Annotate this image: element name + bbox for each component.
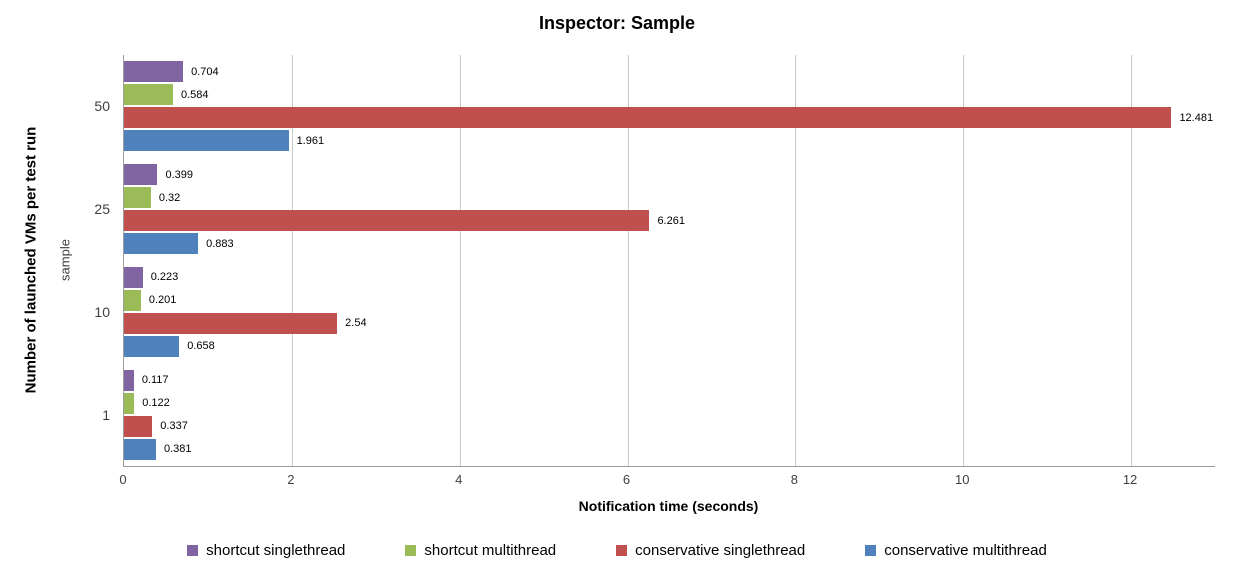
gridline-2 [291, 55, 293, 466]
x-axis-title: Notification time (seconds) [578, 498, 759, 514]
bar-value-label: 0.117 [141, 374, 169, 387]
gridline-6 [627, 55, 629, 466]
bar-group-1: 0.117 0.122 0.337 0.381 [124, 363, 1215, 466]
x-axis-ticks: 0 2 4 6 8 10 12 [119, 472, 1214, 490]
bar-row: 0.883 [124, 233, 1215, 255]
category-label-50: 50 [94, 98, 110, 115]
category-label-10: 10 [94, 303, 110, 320]
bar-shortcut-multithread [124, 187, 151, 209]
gridline-10 [963, 55, 965, 466]
legend-label: shortcut multithread [424, 542, 557, 559]
chart-title: Inspector: Sample [538, 13, 696, 33]
bar-shortcut-singlethread [124, 61, 184, 83]
x-tick-label-4: 4 [455, 472, 463, 487]
bar-value-label: 0.704 [191, 65, 219, 78]
bar-conservative-singlethread [124, 312, 338, 334]
bar-value-label: 0.223 [150, 271, 179, 284]
bar-row: 0.32 [124, 187, 1215, 209]
bar-conservative-multithread [124, 130, 289, 152]
bar-shortcut-multithread [124, 392, 135, 414]
bar-row: 0.399 [124, 164, 1215, 186]
legend-label: conservative multithread [884, 542, 1047, 559]
bar-conservative-multithread [124, 233, 199, 255]
legend-label: shortcut singlethread [206, 542, 346, 559]
bar-value-label: 0.201 [148, 294, 177, 307]
bar-value-label: 12.481 [1179, 111, 1214, 124]
bar-row: 0.381 [124, 438, 1215, 460]
gridline-4 [459, 55, 461, 466]
category-label-25: 25 [94, 201, 110, 218]
bar-row: 0.122 [124, 392, 1215, 414]
bar-value-label: 0.122 [142, 397, 170, 410]
bar-row: 1.961 [124, 130, 1215, 152]
x-tick-label-12: 12 [1122, 472, 1138, 487]
bar-shortcut-singlethread [124, 369, 134, 391]
y-axis-category-labels: 50 25 10 1 [0, 55, 110, 466]
legend-swatch-icon [616, 545, 628, 556]
bar-conservative-multithread [124, 438, 156, 460]
bar-conservative-singlethread [124, 210, 650, 232]
bar-groups: 0.704 0.584 12.481 1.961 0.399 0.32 6.261 0.883… [124, 55, 1215, 466]
x-tick-label-6: 6 [622, 472, 631, 487]
bar-value-label: 0.584 [181, 88, 209, 101]
bar-shortcut-multithread [124, 289, 141, 311]
bar-value-label: 0.658 [187, 340, 215, 353]
bar-conservative-singlethread [124, 415, 153, 437]
bar-shortcut-multithread [124, 84, 173, 106]
bar-row: 0.584 [124, 84, 1215, 106]
bar-group-10: 0.223 0.201 2.54 0.658 [124, 261, 1215, 364]
bar-group-25: 0.399 0.32 6.261 0.883 [124, 158, 1215, 261]
bar-row: 0.201 [124, 289, 1215, 311]
plot-area: 0.704 0.584 12.481 1.961 0.399 0.32 6.261 0.883… [123, 55, 1215, 467]
gridline-12 [1131, 55, 1133, 466]
x-tick-label-0: 0 [119, 472, 127, 487]
bar-value-label: 6.261 [657, 214, 685, 227]
bar-value-label: 0.399 [165, 168, 194, 181]
legend-swatch-icon [187, 545, 199, 556]
gridline-8 [795, 55, 797, 466]
bar-row: 0.117 [124, 369, 1215, 391]
bar-value-label: 1.961 [296, 134, 325, 147]
bar-row: 6.261 [124, 210, 1215, 232]
bar-value-label: 0.337 [160, 420, 188, 433]
legend-label: conservative singlethread [635, 542, 806, 559]
x-tick-label-8: 8 [790, 472, 798, 487]
bar-row: 0.223 [124, 266, 1215, 288]
bar-row: 0.658 [124, 335, 1215, 357]
bar-conservative-singlethread [124, 107, 1172, 129]
bar-shortcut-singlethread [124, 266, 143, 288]
legend-item-shortcut-multithread: shortcut multithread [405, 542, 556, 559]
bar-row: 0.337 [124, 415, 1215, 437]
bar-shortcut-singlethread [124, 164, 158, 186]
legend-item-conservative-singlethread: conservative singlethread [616, 542, 805, 559]
legend-item-conservative-multithread: conservative multithread [865, 542, 1047, 559]
legend: shortcut singlethread shortcut multithrea… [0, 542, 1234, 559]
bar-value-label: 0.381 [163, 443, 192, 456]
legend-swatch-icon [405, 545, 417, 556]
bar-row: 12.481 [124, 107, 1215, 129]
bar-group-50: 0.704 0.584 12.481 1.961 [124, 55, 1215, 158]
x-tick-label-2: 2 [287, 472, 295, 487]
legend-swatch-icon [865, 545, 877, 556]
x-tick-label-10: 10 [954, 472, 970, 487]
legend-item-shortcut-singlethread: shortcut singlethread [187, 542, 345, 559]
bar-value-label: 0.32 [158, 191, 181, 204]
bar-conservative-multithread [124, 335, 180, 357]
bar-row: 0.704 [124, 61, 1215, 83]
bar-value-label: 0.883 [206, 237, 234, 250]
bar-row: 2.54 [124, 312, 1215, 334]
bar-value-label: 2.54 [345, 317, 367, 330]
category-label-1: 1 [102, 406, 110, 423]
